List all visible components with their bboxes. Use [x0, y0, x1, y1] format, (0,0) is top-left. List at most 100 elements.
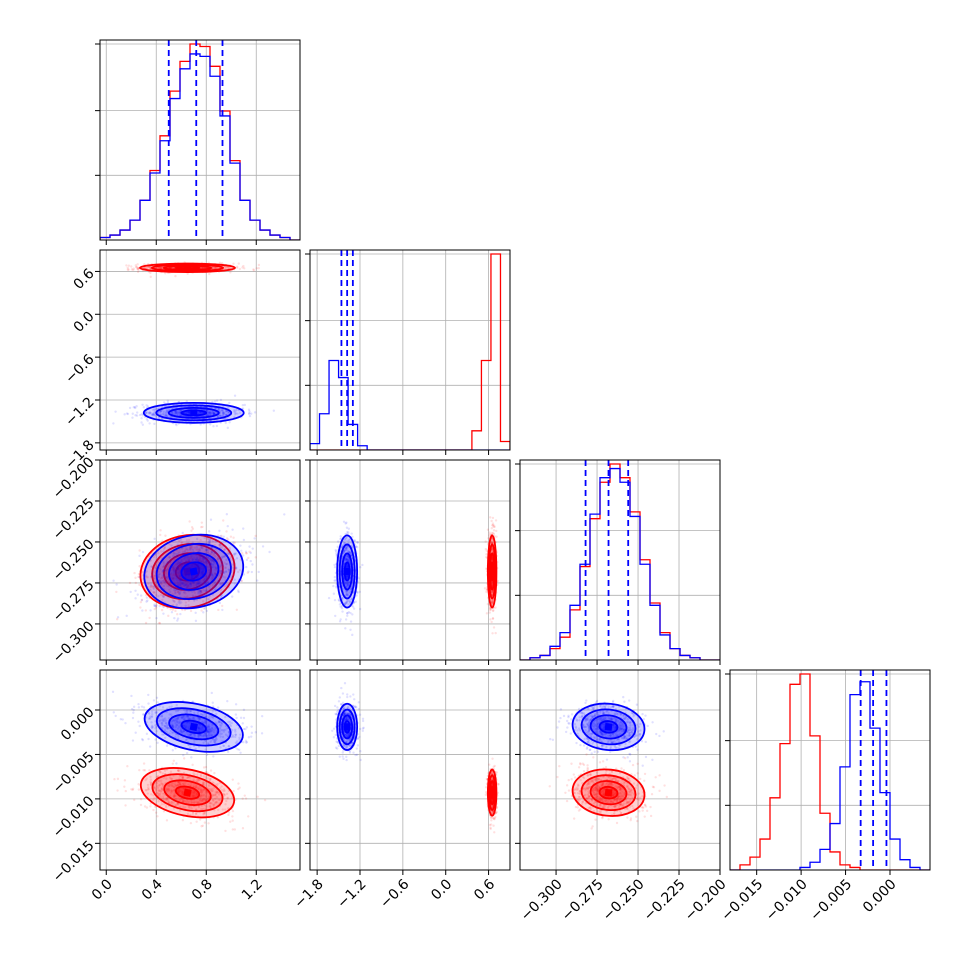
scatter-point [247, 556, 250, 560]
scatter-point [200, 609, 203, 612]
scatter-point [189, 799, 192, 802]
scatter-point [153, 607, 156, 611]
scatter-point [179, 582, 182, 585]
scatter-point [491, 589, 494, 593]
scatter-point [195, 792, 199, 795]
scatter-point [354, 600, 357, 603]
scatter-point [221, 413, 224, 416]
scatter-point [160, 582, 163, 585]
scatter-point [188, 806, 191, 809]
scatter-point [180, 541, 183, 545]
scatter-point [166, 606, 169, 609]
scatter-point [220, 788, 223, 792]
scatter-point [157, 266, 160, 269]
panel-0-0 [95, 39, 301, 245]
scatter-point [175, 412, 178, 415]
scatter-point [176, 563, 180, 566]
scatter-point [186, 272, 189, 275]
scatter-point [210, 546, 214, 549]
scatter-point [115, 583, 118, 586]
scatter-point [218, 787, 222, 790]
density-peak [343, 567, 351, 575]
scatter-point [203, 536, 206, 540]
scatter-point [345, 526, 349, 529]
scatter-point [228, 552, 231, 555]
scatter-point [210, 691, 213, 695]
scatter-point [491, 532, 495, 535]
scatter-point [198, 556, 202, 559]
scatter-point [246, 571, 249, 575]
scatter-point [347, 611, 351, 614]
scatter-point [186, 585, 190, 588]
scatter-point [138, 575, 141, 579]
scatter-point [185, 573, 188, 577]
scatter-point [207, 538, 210, 541]
scatter-point [206, 562, 209, 565]
scatter-point [226, 426, 230, 430]
scatter-point [203, 579, 206, 582]
scatter-point [136, 267, 139, 270]
scatter-point [220, 409, 224, 413]
scatter-point [198, 558, 201, 561]
scatter-point [333, 575, 337, 579]
scatter-point [490, 600, 493, 604]
scatter-point [487, 537, 490, 540]
scatter-point [167, 585, 171, 588]
scatter-point [225, 562, 229, 566]
scatter-point [181, 793, 184, 796]
scatter-point [191, 558, 195, 562]
scatter-point [209, 558, 212, 561]
scatter-point [195, 582, 199, 585]
scatter-point [185, 400, 188, 403]
scatter-point [200, 825, 203, 828]
scatter-point [178, 769, 181, 773]
scatter-point [158, 793, 161, 796]
scatter-point [210, 574, 214, 577]
scatter-point [165, 790, 168, 793]
scatter-point [222, 793, 225, 796]
scatter-point [182, 754, 185, 757]
scatter-point [214, 407, 218, 410]
scatter-point [489, 608, 493, 611]
scatter-point [142, 406, 146, 409]
scatter-point [221, 412, 225, 415]
scatter-point [173, 568, 176, 571]
scatter-point [202, 788, 206, 791]
scatter-point [236, 570, 240, 574]
scatter-point [208, 272, 211, 276]
scatter-point [181, 791, 184, 794]
panel-background [520, 460, 720, 660]
scatter-point [159, 533, 162, 537]
scatter-point [217, 798, 220, 802]
scatter-point [214, 797, 217, 800]
histogram-series-1 [310, 359, 510, 450]
density-series-1 [336, 534, 359, 609]
scatter-point [219, 398, 223, 402]
scatter-point [256, 579, 259, 582]
scatter-point [173, 616, 176, 620]
scatter-point [347, 539, 351, 542]
scatter-point [200, 521, 204, 524]
scatter-point [190, 555, 194, 558]
scatter-point [490, 550, 494, 554]
scatter-point [183, 581, 186, 585]
scatter-point [164, 571, 167, 575]
scatter-point [192, 794, 195, 798]
scatter-point [161, 576, 164, 579]
scatter-point [145, 410, 148, 414]
scatter-point [244, 797, 248, 800]
scatter-point [220, 785, 223, 788]
scatter-point [199, 423, 202, 426]
scatter-point [349, 611, 352, 615]
scatter-point [194, 558, 198, 562]
scatter-point [162, 569, 165, 572]
scatter-point [491, 541, 494, 544]
scatter-point [222, 788, 226, 791]
scatter-point [220, 593, 224, 597]
scatter-point [209, 801, 212, 805]
scatter-point [250, 412, 253, 415]
scatter-point [199, 545, 203, 549]
scatter-point [190, 576, 194, 579]
scatter-point [224, 829, 227, 833]
scatter-point [199, 538, 202, 542]
